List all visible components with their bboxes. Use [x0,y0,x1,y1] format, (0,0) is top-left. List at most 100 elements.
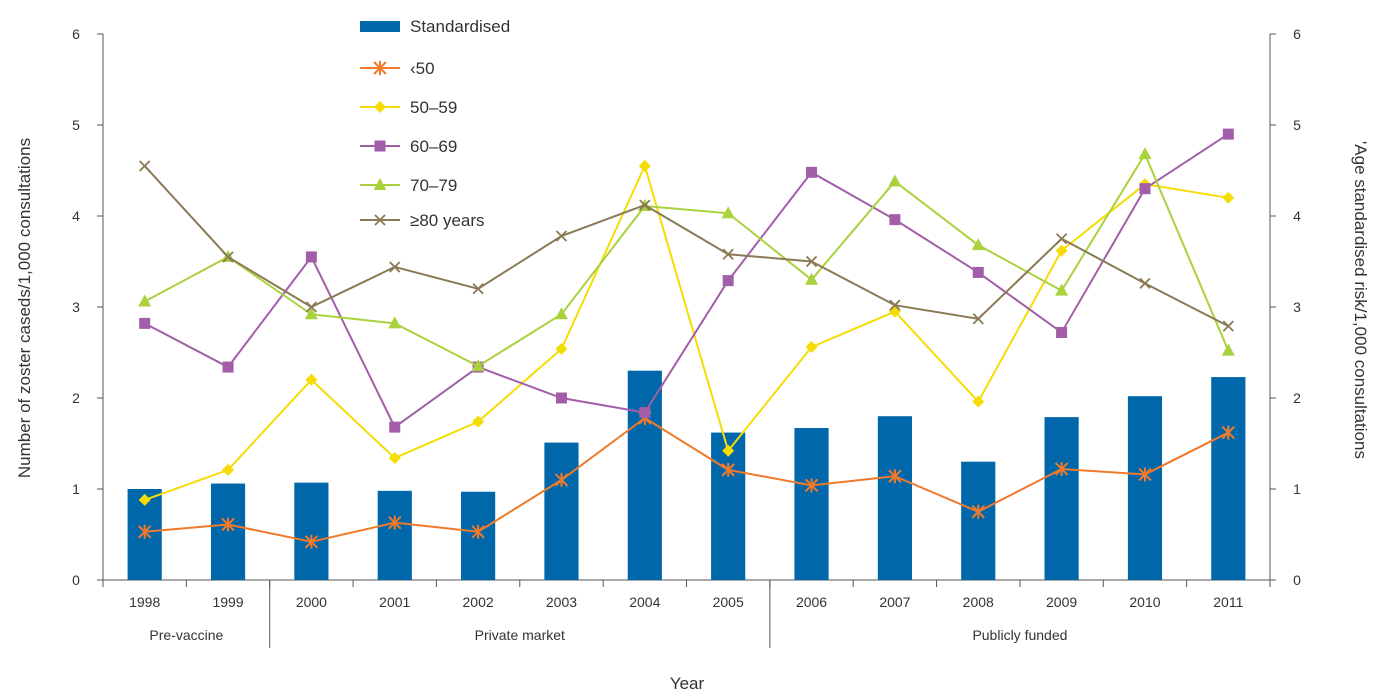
y-tick-label-right: 4 [1293,208,1301,224]
marker-triangle [1221,343,1235,356]
legend-label: ≥80 years [410,211,485,230]
marker-square [374,140,386,152]
marker-square [305,251,317,263]
marker-diamond [638,159,651,172]
x-tick-label: 2011 [1213,594,1243,610]
x-tick-label: 2006 [796,594,827,610]
legend-item: 60–69 [360,137,457,156]
bar [711,432,746,580]
marker-square [1139,183,1151,195]
marker-triangle [1138,147,1152,160]
marker-diamond [222,463,235,476]
group-label: Private market [475,627,565,643]
marker-asterisk [388,515,402,530]
marker-triangle [373,178,387,190]
series-line [138,159,1235,506]
y-tick-label-left: 6 [72,26,80,42]
marker-square [972,266,984,278]
marker-x [374,214,386,226]
marker-square [639,407,651,419]
x-tick-label: 2010 [1129,594,1160,610]
y-tick-label-right: 5 [1293,117,1301,133]
series-path [144,151,1230,368]
x-tick-label: 2002 [463,594,494,610]
bar [377,490,412,580]
series-path [143,165,1229,327]
marker-triangle [1055,283,1069,296]
bar [877,416,912,580]
y-tick-label-left: 0 [72,572,80,588]
marker-x [555,230,568,242]
bar [210,483,246,580]
series-path [144,416,1229,543]
series-line [139,160,1234,332]
legend-label: 60–69 [410,137,457,156]
marker-diamond [555,342,568,355]
x-tick-label: 2008 [963,594,994,610]
y-axis-title-right: 'Age standardised risk/1,000 consultatio… [1351,141,1370,459]
marker-asterisk [1054,461,1069,476]
legend-label: 50–59 [410,98,457,117]
marker-square [722,275,734,287]
marker-x [139,160,151,172]
y-tick-label-left: 1 [72,481,80,497]
marker-x [472,283,484,295]
marker-triangle [138,294,152,307]
x-axis-title: Year [670,674,705,691]
bar [1127,396,1163,580]
marker-asterisk [471,524,485,539]
marker-triangle [721,206,735,219]
x-tick-label: 2005 [713,594,744,610]
legend-swatch [360,21,400,32]
marker-asterisk [554,472,569,487]
bar [1044,417,1079,580]
marker-square [139,317,151,329]
marker-diamond [305,373,318,386]
marker-diamond [472,415,485,428]
marker-square [555,392,567,404]
y-tick-label-right: 1 [1293,481,1301,497]
bar [794,428,829,580]
marker-x [972,313,984,325]
series-line [137,411,1236,549]
marker-x [222,251,234,263]
marker-diamond [972,395,985,408]
y-tick-label-left: 3 [72,299,80,315]
legend-label: ‹50 [410,59,435,78]
marker-asterisk [804,478,819,493]
legend-label: Standardised [410,17,510,36]
series-path [144,133,1229,429]
marker-triangle [388,316,402,329]
series-path [144,163,1229,501]
marker-x [889,299,901,311]
bars [127,370,1246,580]
bar [294,482,329,580]
marker-x [1139,277,1151,289]
group-label: Pre-vaccine [149,627,223,643]
marker-x [722,248,734,260]
legend-item: ≥80 years [360,211,485,230]
marker-asterisk [373,61,387,75]
marker-square [806,166,818,178]
marker-triangle [304,307,318,320]
marker-diamond [138,493,151,506]
x-tick-label: 1998 [129,594,160,610]
group-label: Publicly funded [972,627,1067,643]
marker-diamond [805,341,818,354]
x-tick-label: 2004 [629,594,660,610]
marker-asterisk [1138,467,1152,482]
marker-triangle [805,272,819,285]
legend-item: 70–79 [360,176,457,195]
series-line [138,147,1235,372]
marker-square [1222,128,1234,140]
marker-diamond [374,101,386,113]
marker-asterisk [304,534,319,549]
marker-square [889,214,901,226]
marker-x [1055,233,1068,245]
marker-diamond [388,452,401,465]
marker-diamond [722,444,735,457]
marker-square [389,421,401,433]
marker-asterisk [971,504,985,519]
x-tick-label: 2007 [879,594,910,610]
